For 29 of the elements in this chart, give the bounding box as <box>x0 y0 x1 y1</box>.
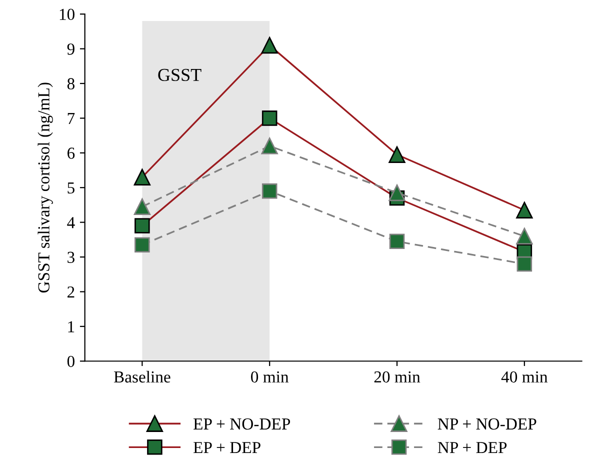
point <box>134 237 150 253</box>
y-tick-label: 4 <box>67 217 75 228</box>
x-tick-label: 20 min <box>374 371 420 383</box>
point <box>261 138 278 154</box>
y-tick-label: 2 <box>68 286 74 298</box>
y-tick-label: 8 <box>67 78 74 90</box>
point <box>516 256 532 272</box>
y-tick-label: 1 <box>68 321 74 332</box>
x-tick-label: Baseline <box>114 370 170 383</box>
y-tick-label: 0 <box>67 356 74 368</box>
x-tick-label: 40 min <box>501 371 548 383</box>
point <box>516 228 533 245</box>
legend-label: EP + DEP <box>194 442 260 454</box>
point <box>262 183 278 199</box>
point <box>388 184 406 202</box>
y-tick-label: 9 <box>67 44 74 55</box>
point <box>134 198 151 216</box>
y-tick-label: 7 <box>68 113 75 124</box>
legend-label: EP + NO-DEP <box>194 418 290 430</box>
y-tick-label: 5 <box>68 182 74 194</box>
y-tick-label: 3 <box>68 252 74 263</box>
x-tick-label: 0 min <box>251 371 289 383</box>
legend-label: NP + NO-DEP <box>438 418 536 430</box>
band-label: GSST <box>158 68 202 82</box>
legend-label: NP + DEP <box>438 442 507 454</box>
y-tick-label: 6 <box>68 148 75 159</box>
y-tick-label: 10 <box>60 8 74 20</box>
y-axis-title: GSST salivary cortisol (ng/mL) <box>38 82 53 293</box>
point <box>389 234 405 250</box>
